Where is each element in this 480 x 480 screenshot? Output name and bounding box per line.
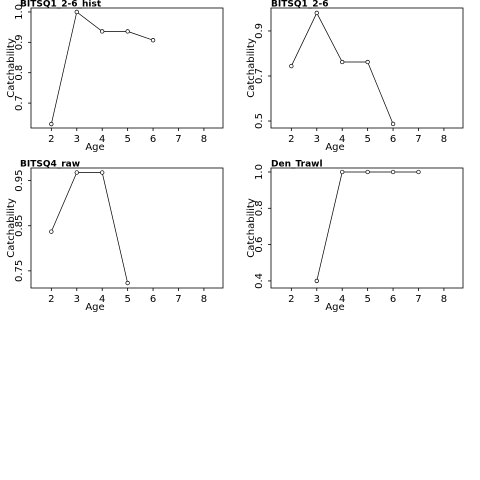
y-tick-label: 0.9	[254, 23, 265, 39]
data-point	[49, 229, 54, 234]
x-tick-label: 6	[150, 294, 156, 305]
data-point	[314, 278, 319, 284]
x-tick-label: 6	[390, 134, 396, 145]
y-tick-label: 0.75	[14, 260, 25, 282]
x-tick-label: 4	[99, 294, 105, 305]
data-point	[100, 29, 105, 34]
plot-frame	[30, 167, 224, 289]
x-tick-label: 3	[74, 134, 80, 145]
y-tick-label: 0.8	[14, 65, 25, 81]
y-tick-label: 0.7	[254, 68, 265, 84]
panel-title: BITSQ1_2-6_hist	[20, 0, 102, 10]
x-axis-label: Age	[85, 302, 104, 313]
data-point	[340, 169, 345, 175]
x-tick-label: 8	[201, 294, 207, 305]
data-point	[416, 169, 421, 175]
panel-title: BITSQ1_2-6	[271, 0, 329, 10]
x-tick-label: 8	[201, 134, 207, 145]
y-axis-label: Catchability	[6, 38, 17, 98]
x-tick-label: 2	[48, 134, 54, 145]
y-tick-label: 0.8	[254, 200, 265, 216]
x-axis-label: Age	[325, 302, 344, 313]
data-point	[289, 63, 294, 69]
x-tick-label: 5	[124, 294, 130, 305]
y-tick-label: 0.6	[254, 237, 265, 253]
series-line	[51, 172, 128, 284]
x-tick-label: 7	[415, 134, 421, 145]
y-tick-label: 0.85	[14, 215, 25, 237]
x-tick-label: 2	[288, 294, 294, 305]
data-point	[74, 170, 79, 175]
x-tick-label: 5	[364, 134, 370, 145]
data-point	[74, 9, 79, 15]
x-tick-label: 7	[175, 294, 181, 305]
y-axis-label: Catchability	[246, 198, 257, 258]
data-point	[100, 170, 105, 175]
plot-frame	[30, 7, 224, 129]
x-axis-label: Age	[85, 142, 104, 153]
data-point	[150, 38, 156, 43]
x-tick-label: 2	[48, 294, 54, 305]
data-point	[125, 280, 130, 286]
x-tick-label: 7	[175, 134, 181, 145]
x-tick-label: 4	[339, 294, 345, 305]
plot-frame	[270, 167, 464, 289]
y-tick-label: 0.9	[14, 34, 25, 50]
x-tick-label: 8	[441, 134, 447, 145]
data-point	[49, 121, 54, 127]
data-point	[390, 169, 396, 175]
plot-frame	[270, 7, 464, 129]
x-tick-label: 8	[441, 294, 447, 305]
x-tick-label: 3	[74, 294, 80, 305]
y-tick-label: 0.7	[14, 95, 25, 111]
x-tick-label: 4	[339, 134, 345, 145]
y-tick-label: 0.5	[254, 113, 265, 129]
series-line	[291, 12, 394, 125]
x-tick-label: 5	[364, 294, 370, 305]
x-tick-label: 3	[314, 294, 320, 305]
data-point	[365, 59, 370, 65]
y-axis-label: Catchability	[246, 38, 257, 98]
data-point	[125, 29, 130, 34]
x-tick-label: 3	[314, 134, 320, 145]
data-point	[314, 10, 319, 16]
panel-title: Den_Trawl	[271, 160, 323, 170]
x-tick-label: 6	[390, 294, 396, 305]
x-tick-label: 2	[288, 134, 294, 145]
series-line	[51, 11, 154, 125]
series-line	[316, 171, 419, 281]
y-tick-label: 1.0	[14, 4, 25, 20]
data-point	[365, 169, 370, 175]
x-tick-label: 7	[415, 294, 421, 305]
y-tick-label: 0.4	[254, 273, 265, 289]
y-tick-label: 0.95	[14, 169, 25, 191]
data-point	[390, 121, 396, 127]
y-axis-label: Catchability	[6, 198, 17, 258]
x-axis-label: Age	[325, 142, 344, 153]
y-tick-label: 1.0	[254, 164, 265, 180]
panel-title: BITSQ4_raw	[20, 160, 80, 170]
x-tick-label: 4	[99, 134, 105, 145]
x-tick-label: 6	[150, 134, 156, 145]
data-point	[340, 59, 345, 65]
x-tick-label: 5	[124, 134, 130, 145]
